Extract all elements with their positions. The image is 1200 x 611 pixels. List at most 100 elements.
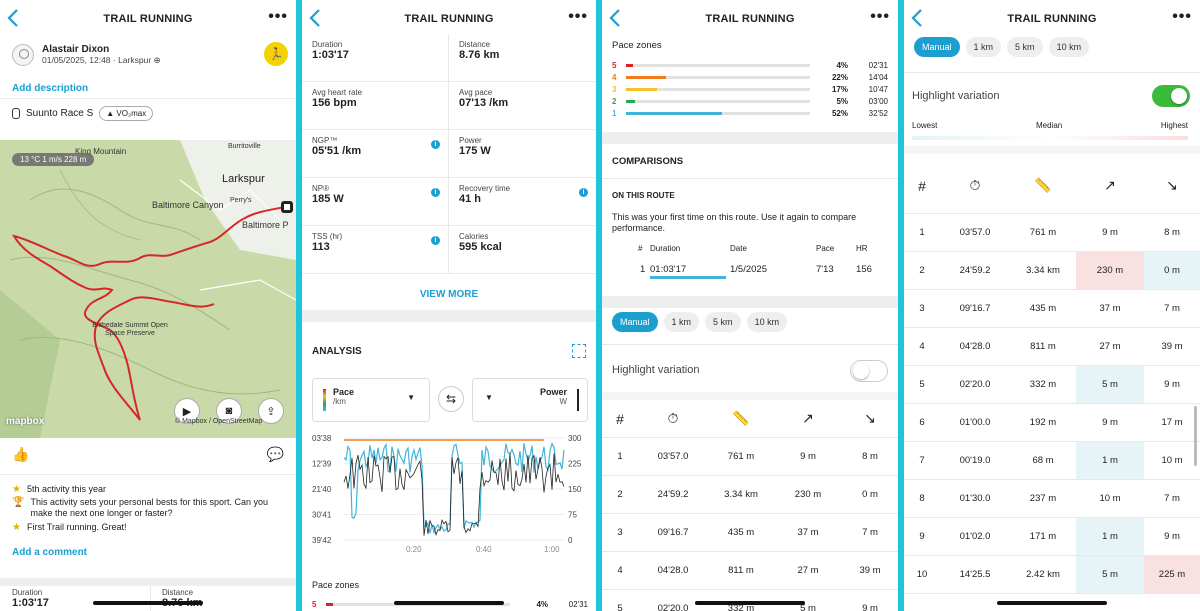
- filter-chip[interactable]: 5 km: [1007, 37, 1043, 57]
- lap-down: 9 m: [862, 603, 878, 611]
- lap-down: 8 m: [862, 451, 878, 462]
- lap-n: 1: [919, 227, 925, 238]
- lap-down: 17 m: [1161, 417, 1183, 428]
- share-icon[interactable]: ⇪: [258, 398, 284, 424]
- route-text: This was your first time on this route. …: [612, 212, 857, 233]
- lap-up: 37 m: [1099, 303, 1121, 314]
- stat-label: NGP™: [312, 136, 338, 145]
- device-row: Suunto Race S ▲ VO₂max: [0, 101, 296, 125]
- swap-icon[interactable]: ⇆: [438, 386, 464, 412]
- lap-row[interactable]: 4 04'28.0 811 m 27 m 39 m: [904, 328, 1200, 366]
- chevron-down-icon: ▼: [485, 393, 493, 402]
- lap-row[interactable]: 7 00'19.0 68 m 1 m 10 m: [904, 442, 1200, 480]
- fullscreen-icon[interactable]: [572, 344, 586, 358]
- filter-chip[interactable]: Manual: [914, 37, 960, 57]
- back-arrow-icon[interactable]: [910, 8, 924, 28]
- lap-dur: 24'59.2: [959, 265, 991, 276]
- add-comment-link[interactable]: Add a comment: [12, 547, 88, 558]
- info-icon[interactable]: i: [431, 140, 440, 149]
- highlight-variation-label: Highlight variation: [612, 364, 700, 376]
- lap-row[interactable]: 1 03'57.0 761 m 9 m 8 m: [904, 214, 1200, 252]
- lap-down: 0 m: [862, 489, 878, 500]
- lap-row[interactable]: 10 14'25.5 2.42 km 5 m 225 m: [904, 556, 1200, 594]
- map-attribution[interactable]: © Mapbox / OpenStreetMap: [175, 418, 263, 425]
- lap-number-header: #: [616, 410, 624, 427]
- left-axis-select[interactable]: Pace /km ▼: [312, 378, 430, 422]
- back-arrow-icon[interactable]: [6, 8, 20, 28]
- play-icon[interactable]: ▶: [174, 398, 200, 424]
- view-more-link[interactable]: VIEW MORE: [419, 289, 479, 300]
- filter-chip[interactable]: 1 km: [965, 37, 1002, 57]
- stat-cell: Duration 1:03'17: [302, 34, 449, 82]
- pace-zones-heading: Pace zones: [312, 580, 360, 590]
- lap-row[interactable]: 3 09'16.7 435 m 37 m 7 m: [904, 290, 1200, 328]
- filter-chip[interactable]: 10 km: [746, 312, 788, 332]
- more-options-icon[interactable]: •••: [1172, 8, 1192, 25]
- lap-dur: 03'57.0: [657, 451, 689, 462]
- right-axis-select[interactable]: ▼ Power W: [472, 378, 588, 422]
- lap-row[interactable]: 8 01'30.0 237 m 10 m 7 m: [904, 480, 1200, 518]
- lap-number-header: #: [918, 177, 926, 194]
- running-activity-icon: 🏃: [264, 42, 288, 66]
- info-icon[interactable]: i: [431, 188, 440, 197]
- social-actions: 👍 💬: [12, 446, 284, 466]
- info-icon[interactable]: i: [579, 188, 588, 197]
- back-arrow-icon[interactable]: [608, 8, 622, 28]
- lap-dist: 811 m: [1030, 341, 1056, 352]
- thumbs-up-icon[interactable]: 👍: [12, 446, 30, 462]
- stat-value: 113: [312, 241, 330, 253]
- laps-header-row: # ⏱ 📏 ↗ ↘: [602, 400, 898, 438]
- map-label: King Mountain: [75, 147, 126, 156]
- filter-chip[interactable]: 1 km: [663, 312, 700, 332]
- zone-bar: [626, 63, 810, 67]
- lap-row[interactable]: 5 02'20.0 332 m 5 m 9 m: [904, 366, 1200, 404]
- star-icon: ★: [12, 484, 21, 495]
- filter-chip[interactable]: 10 km: [1048, 37, 1090, 57]
- add-description-link[interactable]: Add description: [12, 83, 89, 94]
- more-options-icon[interactable]: •••: [268, 8, 288, 25]
- zone-bar: [626, 99, 810, 103]
- user-name[interactable]: Alastair Dixon: [42, 44, 110, 55]
- lap-n: 4: [617, 565, 623, 576]
- lap-dist: 332 m: [1029, 379, 1057, 390]
- lap-down: 39 m: [859, 565, 881, 576]
- camera-add-icon[interactable]: ◙: [216, 398, 242, 424]
- more-options-icon[interactable]: •••: [870, 8, 890, 25]
- lap-row[interactable]: 1 03'57.0 761 m 9 m 8 m: [602, 438, 898, 476]
- comparison-cell: 1/5/2025: [730, 264, 767, 275]
- activity-overview-screen: TRAIL RUNNING ••• Alastair Dixon 01/05/2…: [0, 0, 296, 611]
- pace-gradient-icon: [323, 389, 326, 411]
- filter-chip[interactable]: Manual: [612, 312, 658, 332]
- legend-median: Median: [1035, 121, 1063, 130]
- comment-icon[interactable]: 💬: [266, 446, 284, 462]
- more-options-icon[interactable]: •••: [568, 8, 588, 25]
- avatar[interactable]: [12, 44, 34, 66]
- pace-line: [343, 442, 565, 535]
- highlight-variation-toggle[interactable]: [1152, 85, 1190, 107]
- lap-row[interactable]: 6 01'00.0 192 m 9 m 17 m: [904, 404, 1200, 442]
- lap-row[interactable]: 5 02'20.0 332 m 5 m 9 m: [602, 590, 898, 611]
- back-arrow-icon[interactable]: [308, 8, 322, 28]
- vo2max-badge[interactable]: ▲ VO₂max: [99, 105, 154, 121]
- achievement-item: ★ 5th activity this year: [12, 484, 106, 495]
- lap-down: 10 m: [1161, 455, 1183, 466]
- y-left-tick: 03'38: [312, 434, 332, 443]
- route-map[interactable]: King Mountain Burritoville Larkspur Balt…: [0, 140, 296, 438]
- filter-chip[interactable]: 5 km: [705, 312, 741, 332]
- pace-power-chart[interactable]: 03'38 12'39 21'40 30'41 39'42 300 225 150 75 0 0:2…: [302, 428, 596, 558]
- stat-value: 1:03'17: [312, 49, 349, 61]
- lap-row[interactable]: 9 01'02.0 171 m 1 m 9 m: [904, 518, 1200, 556]
- stat-label: TSS (hr): [312, 232, 343, 241]
- lap-n: 3: [919, 303, 925, 314]
- lap-row[interactable]: 4 04'28.0 811 m 27 m 39 m: [602, 552, 898, 590]
- user-row: Alastair Dixon 01/05/2025, 12:48 · Larks…: [0, 38, 296, 72]
- lap-up: 230 m: [1076, 252, 1144, 289]
- highlight-variation-toggle[interactable]: [850, 360, 888, 382]
- lap-row[interactable]: 3 09'16.7 435 m 37 m 7 m: [602, 514, 898, 552]
- info-icon[interactable]: i: [431, 236, 440, 245]
- scrollbar[interactable]: [1194, 406, 1197, 466]
- power-line: [343, 453, 565, 537]
- analysis-heading: ANALYSIS: [312, 346, 362, 357]
